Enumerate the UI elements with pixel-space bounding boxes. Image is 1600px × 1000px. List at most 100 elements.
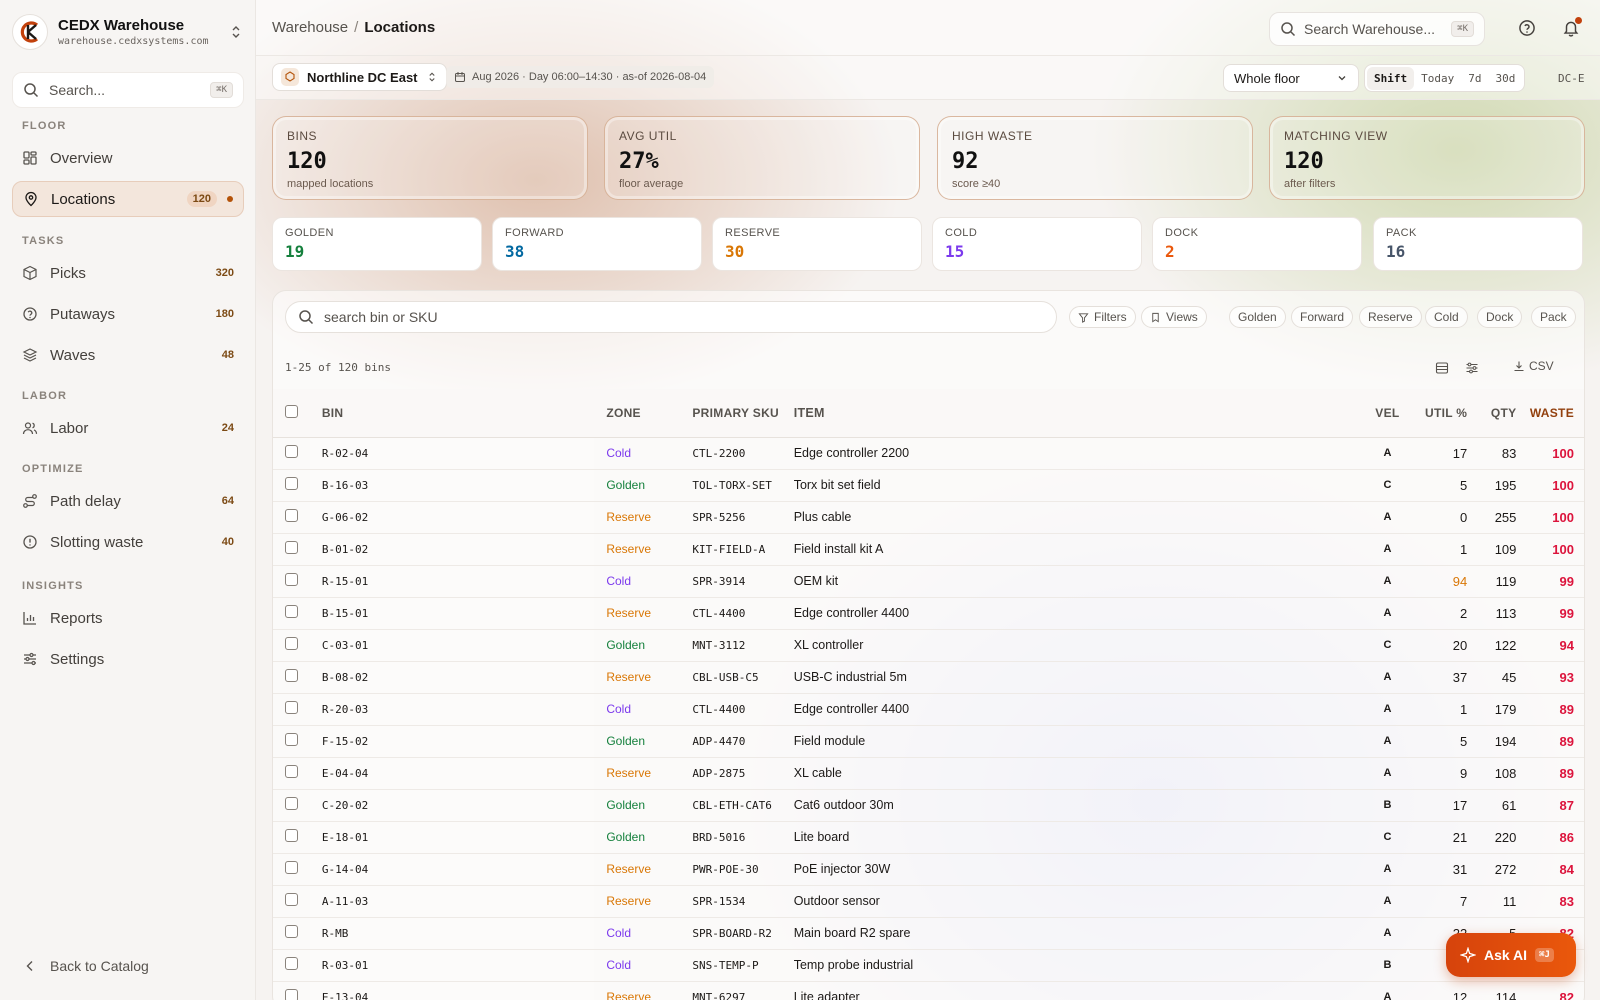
- table-row[interactable]: B-08-02 Reserve CBL-USB-C5 USB-C industrial…: [273, 661, 1584, 694]
- table-row[interactable]: G-06-02 Reserve SPR-5256 Plus cable A 0 255 100: [273, 501, 1584, 534]
- table-row[interactable]: C-20-02 Golden CBL-ETH-CAT6 Cat6 outdoor 30…: [273, 789, 1584, 822]
- notifications-button[interactable]: [1562, 17, 1582, 42]
- velocity-cell: A: [1358, 597, 1417, 630]
- row-checkbox[interactable]: [285, 637, 298, 650]
- table-row[interactable]: E-13-04 Reserve MNT-6297 Lite adapter A 12 114…: [273, 981, 1584, 1000]
- row-checkbox[interactable]: [285, 605, 298, 618]
- zone-card-golden[interactable]: GOLDEN 19: [272, 217, 482, 271]
- sidebar-item-reports[interactable]: Reports: [12, 600, 244, 636]
- bin-search-input[interactable]: search bin or SKU: [285, 301, 1057, 333]
- row-checkbox[interactable]: [285, 445, 298, 458]
- topbar: Warehouse / Locations Search Warehouse... …: [256, 0, 1600, 56]
- row-checkbox[interactable]: [285, 733, 298, 746]
- table-row[interactable]: G-14-04 Reserve PWR-POE-30 PoE injector 30W…: [273, 853, 1584, 886]
- table-row[interactable]: R-03-01 Cold SNS-TEMP-P Temp probe industri…: [273, 949, 1584, 982]
- table-row[interactable]: F-15-02 Golden ADP-4470 Field module A 5 194 89: [273, 725, 1584, 758]
- row-checkbox[interactable]: [285, 989, 298, 1000]
- zone-cell: Cold: [594, 565, 685, 598]
- sidebar-item-settings[interactable]: Settings: [12, 641, 244, 677]
- zone-card-cold[interactable]: COLD 15: [932, 217, 1142, 271]
- zone-card-dock[interactable]: DOCK 2: [1152, 217, 1362, 271]
- back-to-catalog-link[interactable]: Back to Catalog: [22, 958, 149, 974]
- column-header-qty[interactable]: QTY: [1467, 389, 1519, 438]
- sidebar-item-labor[interactable]: Labor 24: [12, 410, 244, 446]
- bin-cell: A-11-03: [309, 885, 595, 918]
- zone-chip-forward[interactable]: Forward: [1291, 306, 1354, 328]
- row-checkbox[interactable]: [285, 893, 298, 906]
- period-option-30d[interactable]: 30d: [1495, 71, 1516, 85]
- row-checkbox[interactable]: [285, 701, 298, 714]
- columns-settings-icon[interactable]: [1465, 361, 1479, 375]
- sidebar-item-count: 180: [215, 308, 234, 320]
- row-checkbox[interactable]: [285, 797, 298, 810]
- column-header-sku[interactable]: PRIMARY SKU: [684, 389, 786, 438]
- select-all-checkbox[interactable]: [285, 404, 298, 418]
- date-range[interactable]: Aug 2026 · Day 06:00–14:30 · as-of 2026-…: [446, 66, 715, 88]
- workspace-switcher[interactable]: CEDX Warehouse warehouse.cedxsystems.com: [12, 12, 244, 52]
- table-row[interactable]: B-01-02 Reserve KIT-FIELD-A Field install k…: [273, 533, 1584, 566]
- row-checkbox[interactable]: [285, 669, 298, 682]
- ask-ai-button[interactable]: Ask AI ⌘J: [1446, 933, 1576, 977]
- row-checkbox[interactable]: [285, 477, 298, 490]
- row-checkbox[interactable]: [285, 541, 298, 554]
- column-header-waste[interactable]: WASTE: [1518, 389, 1584, 438]
- help-button[interactable]: [1518, 19, 1536, 42]
- filters-button[interactable]: Filters: [1069, 306, 1136, 328]
- export-csv-button[interactable]: CSV: [1513, 359, 1554, 373]
- column-header-zone[interactable]: ZONE: [594, 389, 685, 438]
- zone-card-forward[interactable]: FORWARD 38: [492, 217, 702, 271]
- table-row[interactable]: E-04-04 Reserve ADP-2875 XL cable A 9 108 89: [273, 757, 1584, 790]
- table-row[interactable]: A-11-03 Reserve SPR-1534 Outdoor sensor A 7 11…: [273, 885, 1584, 918]
- views-button[interactable]: Views: [1141, 306, 1207, 328]
- table-row[interactable]: R-20-03 Cold CTL-4400 Edge controller 4400 A…: [273, 693, 1584, 726]
- row-checkbox[interactable]: [285, 509, 298, 522]
- row-checkbox[interactable]: [285, 861, 298, 874]
- row-checkbox[interactable]: [285, 829, 298, 842]
- zone-card-pack[interactable]: PACK 16: [1373, 217, 1583, 271]
- sidebar-item-putaways[interactable]: Putaways 180: [12, 296, 244, 332]
- row-checkbox[interactable]: [285, 573, 298, 586]
- period-option-shift[interactable]: Shift: [1367, 66, 1415, 90]
- row-checkbox[interactable]: [285, 765, 298, 778]
- sidebar-item-waves[interactable]: Waves 48: [12, 337, 244, 373]
- zone-chip-reserve[interactable]: Reserve: [1359, 306, 1422, 328]
- table-row[interactable]: B-16-03 Golden TOL-TORX-SET Torx bit set fi…: [273, 469, 1584, 502]
- row-checkbox[interactable]: [285, 925, 298, 938]
- column-header-bin[interactable]: BIN: [309, 389, 595, 438]
- table-row[interactable]: R-15-01 Cold SPR-3914 OEM kit A 94 119 99: [273, 565, 1584, 598]
- zone-chip-pack[interactable]: Pack: [1531, 306, 1576, 328]
- table-row[interactable]: B-15-01 Reserve CTL-4400 Edge controller 44…: [273, 597, 1584, 630]
- site-selector[interactable]: Northline DC East: [272, 63, 447, 91]
- row-checkbox[interactable]: [285, 957, 298, 970]
- velocity-cell: A: [1358, 501, 1417, 534]
- zone-card-reserve[interactable]: RESERVE 30: [712, 217, 922, 271]
- zone-chip-cold[interactable]: Cold: [1425, 306, 1468, 328]
- sidebar-item-overview[interactable]: Overview: [12, 140, 244, 176]
- sidebar-item-locations[interactable]: Locations 120: [12, 181, 244, 217]
- qty-cell: 114: [1467, 981, 1519, 1000]
- breadcrumb-root[interactable]: Warehouse: [272, 19, 349, 36]
- sidebar-item-slotting-waste[interactable]: Slotting waste 40: [12, 524, 244, 560]
- kpi-value: 92: [952, 149, 979, 174]
- table-row[interactable]: C-03-01 Golden MNT-3112 XL controller C 20 122…: [273, 629, 1584, 662]
- sidebar-item-path-delay[interactable]: Path delay 64: [12, 483, 244, 519]
- sidebar-item-count: 320: [215, 267, 234, 279]
- floor-select[interactable]: Whole floor: [1223, 64, 1359, 92]
- zone-chip-golden[interactable]: Golden: [1229, 306, 1286, 328]
- global-search-input[interactable]: Search Warehouse... ⌘K: [1269, 12, 1485, 46]
- table-row[interactable]: R-02-04 Cold CTL-2200 Edge controller 2200 A…: [273, 437, 1584, 470]
- column-header-vel[interactable]: VEL: [1358, 389, 1417, 438]
- column-header-util[interactable]: UTIL %: [1416, 389, 1468, 438]
- density-icon[interactable]: [1435, 361, 1449, 375]
- bin-cell: R-MB: [309, 917, 595, 950]
- column-header-item[interactable]: ITEM: [785, 389, 1359, 438]
- period-option-7d[interactable]: 7d: [1468, 71, 1482, 85]
- sidebar-item-count: 64: [221, 495, 234, 507]
- table-row[interactable]: R-MB Cold SPR-BOARD-R2 Main board R2 spare A…: [273, 917, 1584, 950]
- zone-chip-dock[interactable]: Dock: [1477, 306, 1523, 328]
- table-row[interactable]: E-18-01 Golden BRD-5016 Lite board C 21 220 86: [273, 821, 1584, 854]
- period-option-today[interactable]: Today: [1421, 71, 1455, 85]
- sidebar-item-picks[interactable]: Picks 320: [12, 255, 244, 291]
- item-cell: Edge controller 4400: [785, 693, 1359, 726]
- sidebar-search[interactable]: Search... ⌘K: [12, 72, 244, 108]
